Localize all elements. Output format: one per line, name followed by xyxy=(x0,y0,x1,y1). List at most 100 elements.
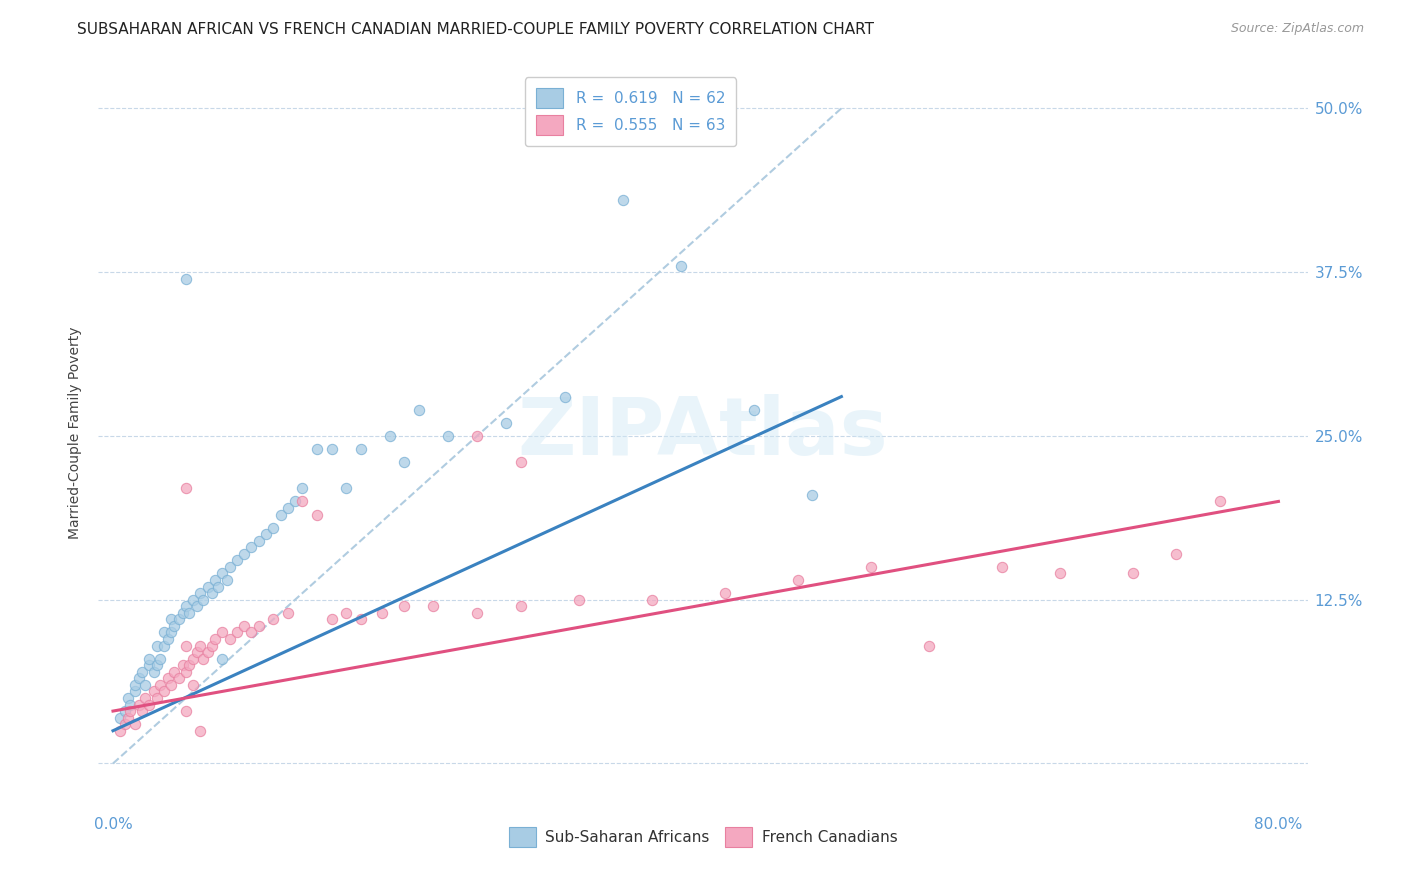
Point xyxy=(181,678,204,692)
Text: SUBSAHARAN AFRICAN VS FRENCH CANADIAN MARRIED-COUPLE FAMILY POVERTY CORRELATION : SUBSAHARAN AFRICAN VS FRENCH CANADIAN MA… xyxy=(77,22,875,37)
Point xyxy=(335,481,357,495)
Point xyxy=(990,560,1012,574)
Point xyxy=(160,625,183,640)
Point xyxy=(211,651,233,665)
Point xyxy=(1049,566,1071,581)
Point xyxy=(204,573,226,587)
Point xyxy=(157,671,180,685)
Point xyxy=(124,678,146,692)
Point xyxy=(120,704,142,718)
Point xyxy=(174,665,197,679)
Point xyxy=(153,684,176,698)
Point xyxy=(163,619,186,633)
Point xyxy=(114,717,136,731)
Point xyxy=(131,665,153,679)
Point xyxy=(859,560,882,574)
Point xyxy=(114,704,136,718)
Point xyxy=(612,193,634,207)
Point xyxy=(163,665,186,679)
Point xyxy=(714,586,737,600)
Point xyxy=(201,586,224,600)
Point xyxy=(172,606,194,620)
Point xyxy=(181,651,204,665)
Point xyxy=(305,508,328,522)
Point xyxy=(142,684,165,698)
Point xyxy=(134,690,156,705)
Point xyxy=(145,639,167,653)
Point xyxy=(233,619,256,633)
Point xyxy=(201,639,224,653)
Point xyxy=(167,671,190,685)
Point xyxy=(509,455,531,469)
Point xyxy=(174,599,197,614)
Point xyxy=(918,639,941,653)
Point xyxy=(174,704,197,718)
Point xyxy=(218,560,240,574)
Point xyxy=(197,645,219,659)
Point xyxy=(247,619,270,633)
Point xyxy=(270,508,292,522)
Point xyxy=(350,442,373,456)
Point xyxy=(321,442,343,456)
Point xyxy=(215,573,238,587)
Point xyxy=(124,684,146,698)
Point xyxy=(225,553,247,567)
Point xyxy=(177,658,200,673)
Point xyxy=(262,521,284,535)
Point xyxy=(153,625,176,640)
Y-axis label: Married-Couple Family Poverty: Married-Couple Family Poverty xyxy=(69,326,83,539)
Point xyxy=(204,632,226,646)
Point xyxy=(145,690,167,705)
Point xyxy=(110,711,132,725)
Point xyxy=(1166,547,1188,561)
Point xyxy=(335,606,357,620)
Point xyxy=(277,606,299,620)
Point xyxy=(193,651,215,665)
Point xyxy=(167,612,190,626)
Point xyxy=(240,541,263,555)
Point xyxy=(142,665,165,679)
Point xyxy=(149,651,172,665)
Point xyxy=(160,612,183,626)
Point xyxy=(225,625,247,640)
Point xyxy=(240,625,263,640)
Point xyxy=(174,271,197,285)
Point xyxy=(262,612,284,626)
Point xyxy=(190,639,212,653)
Point xyxy=(568,592,591,607)
Point xyxy=(305,442,328,456)
Point xyxy=(371,606,394,620)
Point xyxy=(120,698,142,712)
Point xyxy=(145,658,167,673)
Point xyxy=(128,698,150,712)
Point xyxy=(134,678,156,692)
Point xyxy=(321,612,343,626)
Text: Source: ZipAtlas.com: Source: ZipAtlas.com xyxy=(1230,22,1364,36)
Point xyxy=(197,580,219,594)
Point xyxy=(291,481,314,495)
Point xyxy=(254,527,277,541)
Point xyxy=(177,606,200,620)
Point xyxy=(554,390,576,404)
Point xyxy=(1209,494,1232,508)
Point xyxy=(277,500,299,515)
Point xyxy=(394,455,416,469)
Point xyxy=(193,592,215,607)
Point xyxy=(233,547,256,561)
Point xyxy=(437,429,460,443)
Legend: Sub-Saharan Africans, French Canadians: Sub-Saharan Africans, French Canadians xyxy=(501,820,905,855)
Point xyxy=(138,658,160,673)
Point xyxy=(641,592,664,607)
Point xyxy=(131,704,153,718)
Point xyxy=(186,599,208,614)
Point xyxy=(211,566,233,581)
Point xyxy=(742,402,765,417)
Point xyxy=(172,658,194,673)
Point xyxy=(284,494,307,508)
Point xyxy=(128,671,150,685)
Point xyxy=(117,690,139,705)
Point xyxy=(211,625,233,640)
Point xyxy=(138,698,160,712)
Point xyxy=(117,711,139,725)
Point xyxy=(149,678,172,692)
